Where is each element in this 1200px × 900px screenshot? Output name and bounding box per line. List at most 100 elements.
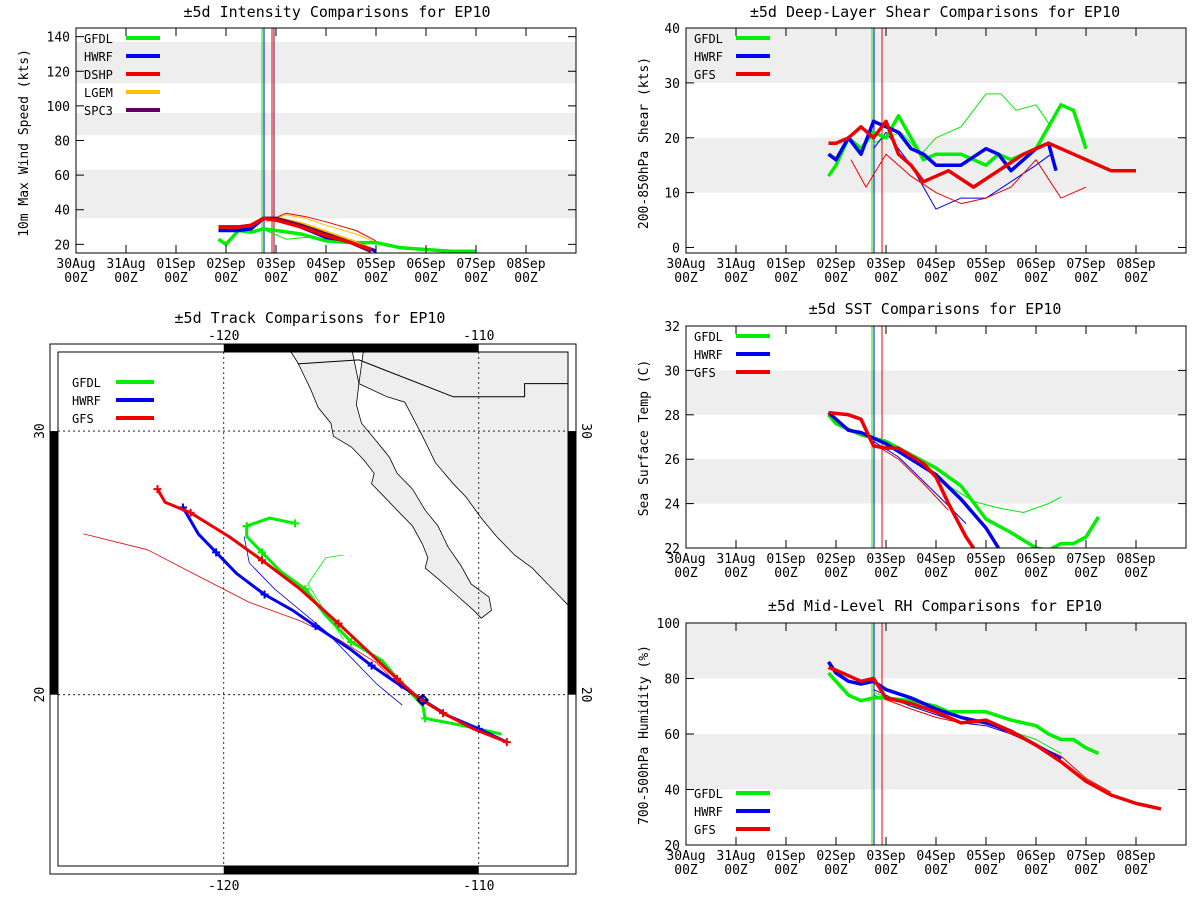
shear-ytick-label-1: 10 <box>664 187 680 202</box>
shear-legend-label-gfdl: GFDL <box>694 32 723 46</box>
shear-xtick-hour-7: 00Z <box>1024 271 1048 286</box>
shear-legend-label-hwrf: HWRF <box>694 50 723 64</box>
intensity-xtick-hour-1: 00Z <box>114 271 138 286</box>
track-series-gfs-prev <box>83 533 403 690</box>
sst-legend-label-gfdl: GFDL <box>694 330 723 344</box>
rh-xtick-hour-9: 00Z <box>1124 863 1148 878</box>
intensity-xtick-day-1: 31Aug <box>106 257 145 272</box>
rh-xtick-day-4: 03Sep <box>866 849 905 864</box>
intensity-legend-label-gfdl: GFDL <box>84 32 113 46</box>
track-panel: ±5d Track Comparisons for EP10 -120 -120 -… <box>33 309 593 894</box>
shear-ytick-label-4: 40 <box>664 22 680 37</box>
mexico-mainland-landmass <box>358 352 568 606</box>
shear-ytick-label-0: 0 <box>672 242 680 257</box>
shear-xtick-day-7: 06Sep <box>1016 257 1055 272</box>
shear-series-gfs <box>828 119 1136 189</box>
sst-xtick-day-7: 06Sep <box>1016 552 1055 567</box>
intensity-xtick-hour-5: 00Z <box>314 271 338 286</box>
intensity-ytick-label-6: 140 <box>47 31 70 46</box>
intensity-ylabel: 10m Max Wind Speed (kts) <box>17 49 32 237</box>
shear-xtick-day-5: 04Sep <box>916 257 955 272</box>
intensity-legend-label-lgem: LGEM <box>84 86 113 100</box>
sst-xtick-day-8: 07Sep <box>1066 552 1105 567</box>
rh-legend-label-gfs: GFS <box>694 823 716 837</box>
intensity-xtick-hour-7: 00Z <box>414 271 438 286</box>
intensity-xtick-hour-4: 00Z <box>264 271 288 286</box>
sst-xtick-day-2: 01Sep <box>766 552 805 567</box>
rh-ylabel: 700-500hPa Humidity (%) <box>637 645 652 825</box>
shear-xtick-hour-4: 00Z <box>874 271 898 286</box>
intensity-title: ±5d Intensity Comparisons for EP10 <box>183 3 490 21</box>
sst-ytick-label-4: 30 <box>664 364 680 379</box>
intensity-ytick-label-4: 100 <box>47 100 70 115</box>
rh-xtick-hour-2: 00Z <box>774 863 798 878</box>
sst-ytick-label-1: 24 <box>664 498 680 513</box>
track-marker-gfs-8 <box>393 674 402 683</box>
track-marker-gfs-4 <box>258 556 266 565</box>
rh-legend-label-gfdl: GFDL <box>694 787 723 801</box>
track-marker-gfs-10 <box>439 709 448 718</box>
track-marker-gfdl-2 <box>242 521 251 530</box>
rh-xtick-hour-5: 00Z <box>924 863 948 878</box>
track-ytick-left-1: 30 <box>33 423 48 439</box>
sst-xtick-hour-1: 00Z <box>724 566 748 581</box>
rh-xtick-day-0: 30Aug <box>666 849 705 864</box>
sst-xtick-hour-8: 00Z <box>1074 566 1098 581</box>
sst-axes-frame <box>685 325 1187 549</box>
rh-ytick-label-0: 20 <box>664 839 680 854</box>
intensity-legend-label-dshp: DSHP <box>84 68 113 82</box>
track-border-bar-h-0 <box>223 344 479 352</box>
track-xtick-bottom-1: -110 <box>463 879 494 894</box>
track-marker-gfdl-12 <box>421 714 430 723</box>
track-initial-position-marker <box>416 693 430 707</box>
track-marker-hwrf-4 <box>260 590 269 599</box>
rh-ytick-label-1: 40 <box>664 784 680 799</box>
rh-xtick-day-2: 01Sep <box>766 849 805 864</box>
track-legend-label-hwrf: HWRF <box>72 394 101 408</box>
rh-legend-label-hwrf: HWRF <box>694 805 723 819</box>
shear-xtick-hour-0: 00Z <box>674 271 698 286</box>
intensity-xtick-day-6: 05Sep <box>356 257 395 272</box>
track-ytick-right-1: 30 <box>578 423 593 439</box>
rh-ytick-label-3: 80 <box>664 673 680 688</box>
intensity-xtick-hour-3: 00Z <box>214 271 238 286</box>
sst-ylabel: Sea Surface Temp (C) <box>637 360 652 517</box>
sst-ytick-label-3: 28 <box>664 409 680 424</box>
track-marker-gfdl-4 <box>258 548 266 557</box>
us-mexico-border <box>297 359 568 398</box>
intensity-xtick-hour-0: 00Z <box>64 271 88 286</box>
rh-xtick-day-8: 07Sep <box>1066 849 1105 864</box>
rh-xtick-hour-8: 00Z <box>1074 863 1098 878</box>
intensity-band-2 <box>76 41 576 84</box>
track-legend-label-gfdl: GFDL <box>72 376 101 390</box>
track-marker-gfdl-0 <box>291 519 300 528</box>
rh-title: ±5d Mid-Level RH Comparisons for EP10 <box>768 597 1102 615</box>
sst-xtick-day-4: 03Sep <box>866 552 905 567</box>
shear-xtick-day-3: 02Sep <box>816 257 855 272</box>
track-xtick-top-1: -110 <box>463 329 494 344</box>
track-series-gfdl <box>245 516 503 736</box>
rh-series-gfdl <box>827 671 1100 756</box>
track-xtick-top-0: -120 <box>208 329 239 344</box>
rh-xtick-hour-7: 00Z <box>1024 863 1048 878</box>
intensity-ytick-label-0: 20 <box>54 238 70 253</box>
track-border-bar-v-1 <box>568 431 576 695</box>
track-marker-hwrf-6 <box>311 622 320 631</box>
rh-xtick-day-6: 05Sep <box>966 849 1005 864</box>
intensity-xtick-day-2: 01Sep <box>156 257 195 272</box>
intensity-series-lgem-prev <box>265 214 377 244</box>
sst-xtick-day-9: 08Sep <box>1116 552 1155 567</box>
sst-series-hwrf <box>827 411 1000 548</box>
intensity-legend-label-spc3: SPC3 <box>84 104 113 118</box>
shear-xtick-day-9: 08Sep <box>1116 257 1155 272</box>
rh-xtick-day-1: 31Aug <box>716 849 755 864</box>
intensity-series-dshp <box>218 216 372 252</box>
shear-series-gfs-prev <box>850 153 1087 205</box>
intensity-xtick-day-4: 03Sep <box>256 257 295 272</box>
intensity-band-0 <box>76 169 576 219</box>
track-marker-hwrf-2 <box>212 548 221 557</box>
intensity-ytick-label-1: 40 <box>54 204 70 219</box>
sst-xtick-hour-9: 00Z <box>1124 566 1148 581</box>
intensity-series-dshp-prev <box>265 212 377 242</box>
